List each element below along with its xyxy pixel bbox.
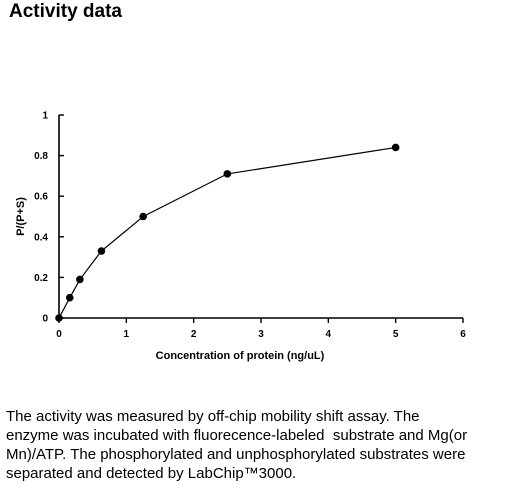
assay-description: The activity was measured by off-chip mo… (6, 407, 518, 483)
data-point (97, 247, 106, 255)
data-point (76, 275, 84, 284)
data-point (139, 212, 147, 221)
x-axis-title: Concentration of protein (ng/uL) (156, 350, 325, 362)
chart-svg: 0 1 2 3 4 5 6 0 0.2 0.4 0.6 0.8 1 Concentration of pr… (15, 111, 466, 363)
data-point (55, 314, 63, 322)
x-tick-label: 5 (393, 329, 399, 340)
y-tick-label: 0.6 (34, 192, 48, 203)
caption-line: Mn)/ATP. The phosphorylated and unphosph… (6, 446, 466, 463)
chart-ticks (58, 114, 464, 323)
chart-labels: 0 1 2 3 4 5 6 0 0.2 0.4 0.6 0.8 1 Concentration of pr… (15, 111, 466, 363)
y-tick-label: 0.4 (34, 232, 48, 243)
x-tick-label: 1 (124, 329, 130, 340)
y-axis-title: P/(P+S) (15, 197, 27, 236)
chart-series (55, 143, 400, 322)
caption-line: The activity was measured by off-chip mo… (6, 408, 420, 425)
data-point (223, 170, 232, 178)
data-point (391, 143, 400, 152)
y-tick-label: 1 (42, 111, 48, 122)
x-tick-label: 0 (56, 329, 62, 340)
caption-line: enzyme was incubated with fluorecence-la… (6, 427, 468, 444)
x-tick-label: 6 (460, 329, 466, 340)
y-tick-label: 0.2 (34, 273, 48, 284)
x-tick-label: 3 (258, 329, 264, 340)
data-point (65, 293, 74, 302)
caption-line: separated and detected by LabChip™3000. (6, 465, 297, 482)
x-tick-label: 4 (326, 329, 332, 340)
activity-chart: 0 1 2 3 4 5 6 0 0.2 0.4 0.6 0.8 1 Concentration of pr… (15, 111, 466, 363)
x-tick-label: 2 (191, 329, 197, 340)
page-title: Activity data (9, 1, 122, 22)
y-tick-label: 0.8 (34, 151, 48, 162)
y-tick-label: 0 (42, 314, 48, 325)
chart-axes (58, 115, 463, 319)
